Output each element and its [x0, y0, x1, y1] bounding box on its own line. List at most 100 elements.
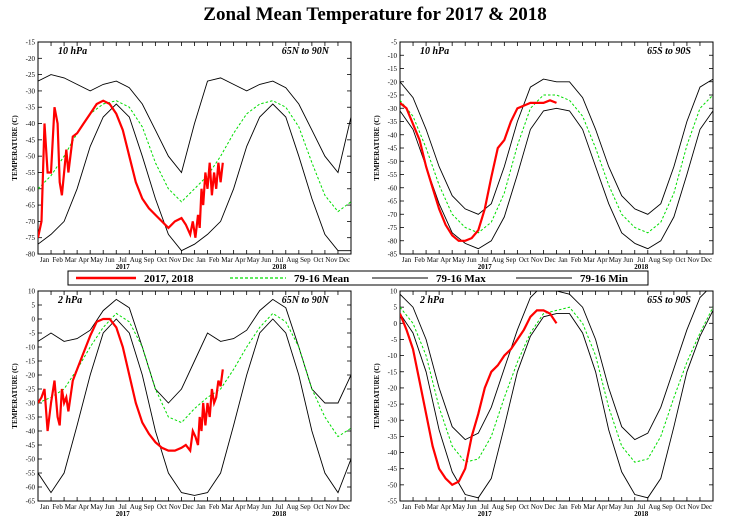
x-month-label: Jun [261, 256, 271, 264]
series-observed-line [400, 99, 557, 242]
chart-panel-1: -80 -75 -70 -65 -60 -55 -50 -45 -40 -35 -30 -25 -20 -… [11, 39, 352, 271]
x-month-label: Jun [467, 256, 477, 264]
x-month-label: Oct [519, 256, 529, 264]
y-tick-label: -55 [388, 498, 398, 506]
x-month-label: Feb [571, 503, 582, 511]
x-month-label: Aug [492, 256, 505, 264]
x-month-label: Sep [506, 503, 517, 511]
y-tick-label: -20 [388, 78, 398, 86]
y-tick-label: -15 [26, 39, 36, 47]
x-month-label: Nov [687, 503, 700, 511]
y-axis-label: TEMPERATURE (C) [373, 115, 381, 181]
y-tick-label: 0 [32, 316, 36, 324]
x-month-label: Dec [182, 503, 193, 511]
x-month-label: Jan [402, 503, 412, 511]
y-tick-label: -10 [388, 52, 398, 60]
x-month-label: Mar [427, 503, 439, 511]
series-mean-line [38, 100, 351, 213]
x-month-label: Nov [169, 256, 182, 264]
chart-panel-2: -85 -80 -75 -70 -65 -60 -55 -50 -45 -40 -35 -30 -25 -… [373, 39, 714, 271]
x-month-label: Nov [687, 256, 700, 264]
y-tick-label: -15 [388, 65, 398, 73]
series-min-line [38, 103, 351, 252]
x-month-label: Mar [427, 256, 439, 264]
y-tick-label: -50 [388, 158, 398, 166]
x-month-label: Apr [78, 256, 90, 264]
legend-label: 79-16 Min [580, 273, 628, 285]
panel-level-label: 2 hPa [419, 295, 444, 306]
y-tick-label: -40 [388, 449, 398, 457]
x-month-label: Jan [558, 503, 568, 511]
figure-title: Zonal Mean Temperature for 2017 & 2018 [203, 4, 547, 25]
legend-label: 79-16 Max [436, 273, 486, 285]
series-min-line [38, 318, 351, 496]
x-month-label: Apr [235, 256, 247, 264]
y-tick-label: -65 [26, 498, 36, 506]
x-month-label: Apr [440, 503, 452, 511]
x-month-label: Apr [235, 503, 247, 511]
x-month-label: Jan [558, 256, 568, 264]
y-tick-label: -70 [26, 218, 36, 226]
x-year-label: 2018 [272, 510, 287, 518]
x-month-label: Jan [402, 256, 412, 264]
x-month-label: Sep [144, 256, 155, 264]
x-month-label: Dec [339, 503, 350, 511]
y-tick-label: -70 [388, 211, 398, 219]
series-max-line [400, 291, 708, 441]
x-month-label: Mar [583, 503, 595, 511]
y-tick-label: -5 [391, 39, 397, 47]
y-tick-label: -15 [388, 368, 398, 376]
panel-region-label: 65N to 90N [282, 46, 330, 57]
panel-level-label: 10 hPa [420, 46, 449, 57]
x-month-label: Feb [209, 256, 220, 264]
x-month-label: Oct [675, 503, 685, 511]
x-month-label: Jul [481, 256, 489, 264]
x-month-label: Feb [414, 503, 425, 511]
y-tick-label: -25 [26, 71, 36, 79]
x-month-label: Apr [597, 256, 609, 264]
x-month-label: Aug [492, 503, 505, 511]
y-tick-label: -60 [388, 184, 398, 192]
x-month-label: Jan [40, 503, 50, 511]
x-month-label: Dec [701, 503, 712, 511]
series-max-line [400, 78, 713, 215]
x-month-label: Mar [221, 503, 233, 511]
y-tick-label: -80 [26, 251, 36, 259]
series-observed-line [400, 309, 558, 487]
x-month-label: Oct [313, 256, 323, 264]
x-month-label: Jul [275, 503, 283, 511]
x-month-label: Oct [519, 503, 529, 511]
x-month-label: Dec [701, 256, 712, 264]
y-tick-label: -20 [26, 372, 36, 380]
x-month-label: Mar [65, 256, 77, 264]
x-month-label: Sep [300, 256, 311, 264]
series-observed-line [38, 99, 224, 238]
x-month-label: Nov [325, 503, 338, 511]
x-year-label: 2017 [116, 263, 131, 271]
y-tick-label: -50 [26, 153, 36, 161]
y-tick-label: -40 [388, 131, 398, 139]
series-max-line [38, 74, 351, 174]
x-year-label: 2018 [272, 263, 287, 271]
x-month-label: Jun [467, 503, 477, 511]
y-tick-label: -55 [26, 470, 36, 478]
y-tick-label: 5 [32, 302, 36, 310]
x-month-label: May [90, 256, 103, 264]
x-month-label: Sep [506, 256, 517, 264]
legend-frame [67, 270, 649, 286]
series-observed-line [38, 317, 224, 454]
y-tick-label: -45 [388, 145, 398, 153]
y-axis-label: TEMPERATURE (C) [11, 363, 19, 429]
y-tick-label: -25 [26, 386, 36, 394]
panel-region-label: 65N to 90N [282, 295, 330, 306]
legend-label: 2017, 2018 [144, 273, 194, 285]
y-tick-label: -85 [388, 251, 398, 259]
y-tick-label: 0 [394, 320, 398, 328]
x-month-label: Nov [325, 256, 338, 264]
x-month-label: May [247, 256, 260, 264]
y-axis-label: TEMPERATURE (C) [11, 115, 19, 181]
x-year-label: 2017 [478, 510, 493, 518]
y-tick-label: -35 [388, 433, 398, 441]
